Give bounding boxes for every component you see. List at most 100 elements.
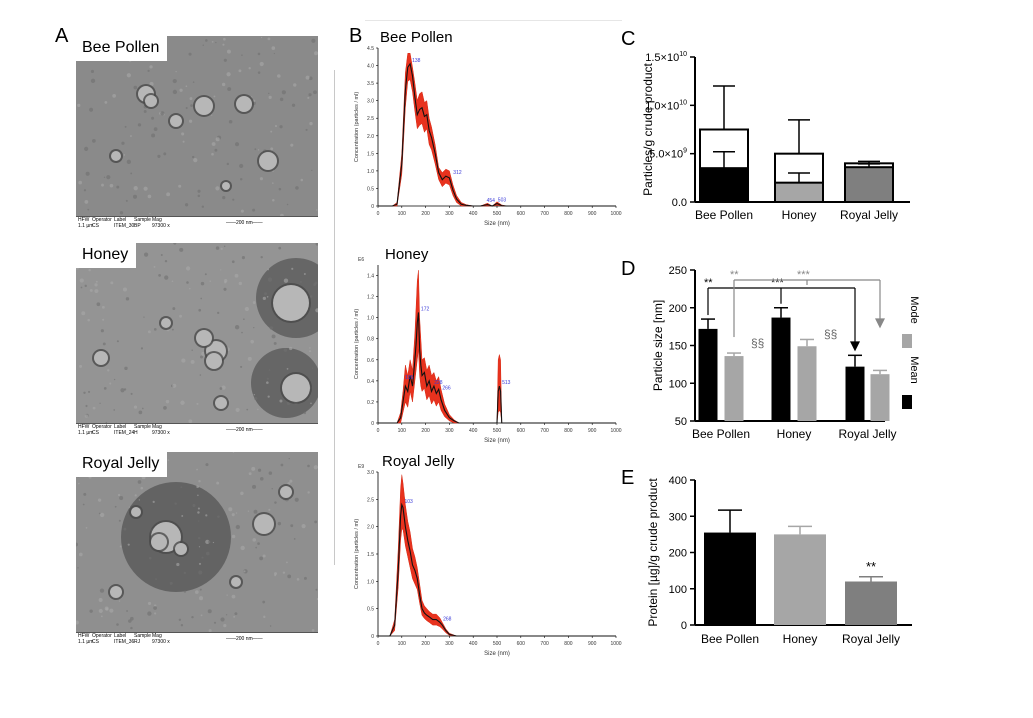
speckle xyxy=(228,507,233,512)
error-band xyxy=(378,53,616,207)
speckle xyxy=(76,620,79,625)
speckle xyxy=(293,537,296,540)
speckle xyxy=(291,103,296,107)
bar xyxy=(845,581,897,625)
speckle xyxy=(191,349,193,351)
y-tick-label: 0.8 xyxy=(367,337,374,343)
speckle xyxy=(84,284,87,288)
x-tick-label: 400 xyxy=(469,641,478,647)
tem-info-field: Label ITEM_36 xyxy=(114,633,135,645)
speckle xyxy=(180,400,185,405)
speckle xyxy=(197,520,200,522)
panel-letter-c: C xyxy=(621,28,636,50)
speckle xyxy=(262,600,266,604)
speckle xyxy=(280,463,284,467)
speckle xyxy=(172,307,176,310)
chart-protein: 0 100 200 300 400 Protein [µg]/g crude produc… xyxy=(646,475,912,646)
scale-bar-label: ——200 nm—— xyxy=(226,636,263,642)
speckle xyxy=(188,52,192,56)
speckle xyxy=(137,480,142,484)
speckle xyxy=(149,212,151,215)
speckle xyxy=(277,74,281,78)
speckle xyxy=(268,471,273,475)
speckle xyxy=(179,247,184,252)
x-tick-label: Honey xyxy=(777,427,812,441)
speckle xyxy=(295,186,299,190)
speckle xyxy=(202,44,204,46)
speckle xyxy=(181,358,186,363)
bar xyxy=(724,356,744,421)
speckle xyxy=(182,140,185,143)
speckle xyxy=(85,526,88,529)
micrograph-background xyxy=(76,36,318,229)
speckle xyxy=(314,520,318,524)
speckle xyxy=(239,177,243,181)
speckle xyxy=(263,615,266,619)
speckle xyxy=(84,146,89,151)
speckle xyxy=(253,509,258,514)
speckle xyxy=(130,626,133,630)
speckle xyxy=(200,281,205,286)
speckle xyxy=(314,281,318,285)
speckle xyxy=(103,176,106,178)
y-tick-label: 200 xyxy=(669,548,687,560)
speckle xyxy=(309,350,312,353)
speckle xyxy=(87,208,90,211)
speckle xyxy=(316,597,318,601)
speckle xyxy=(289,479,293,483)
y-tick-label: 0 xyxy=(371,204,374,210)
speckle xyxy=(228,399,230,401)
speckle xyxy=(130,172,133,175)
y-tick-label: 1.5 xyxy=(367,552,374,558)
x-tick-label: Honey xyxy=(782,208,817,222)
speckle xyxy=(172,78,177,84)
panel-letter-b: B xyxy=(349,25,363,47)
arrow-head xyxy=(850,341,860,352)
x-tick-label: 100 xyxy=(398,641,407,647)
speckle xyxy=(178,618,182,622)
x-tick-label: 0 xyxy=(377,641,380,647)
speckle xyxy=(143,252,149,257)
speckle xyxy=(130,616,134,621)
tem-image-royal-jelly: Royal Jelly HFW 1.1 µm Operator CS Label ITEM… xyxy=(76,452,318,645)
speckle xyxy=(313,465,318,470)
speckle xyxy=(160,254,163,257)
speckle xyxy=(189,97,193,101)
speckle xyxy=(79,364,83,368)
x-tick-label: 600 xyxy=(517,211,526,217)
speckle xyxy=(90,78,96,83)
y-tick-label: 3.5 xyxy=(367,81,374,87)
speckle xyxy=(250,339,254,344)
speckle xyxy=(251,466,256,471)
speckle xyxy=(197,194,201,198)
vesicle xyxy=(175,543,187,555)
speckle xyxy=(102,318,105,321)
speckle xyxy=(259,61,264,67)
speckle xyxy=(309,121,313,126)
x-tick-label: 0 xyxy=(377,428,380,434)
peak-label: 172 xyxy=(421,306,430,312)
speckle xyxy=(185,107,188,110)
speckle xyxy=(235,524,240,530)
tem-image-label: Bee Pollen xyxy=(76,36,168,61)
speckle xyxy=(220,617,225,622)
speckle xyxy=(175,71,177,73)
vesicle xyxy=(273,285,309,321)
speckle xyxy=(102,342,106,346)
speckle xyxy=(103,386,107,390)
bar xyxy=(774,534,826,625)
y-tick-label: 0.5 xyxy=(367,186,374,192)
peak-label: 105 xyxy=(405,375,414,381)
micrograph-texture xyxy=(76,243,318,436)
speckle xyxy=(121,141,125,145)
x-axis-label: Size (nm) xyxy=(484,651,510,657)
speckle xyxy=(196,402,199,405)
speckle xyxy=(117,493,121,497)
x-tick-label: Royal Jelly xyxy=(840,208,898,222)
speckle xyxy=(116,623,119,626)
vesicle xyxy=(282,374,310,402)
speckle xyxy=(205,39,208,42)
tem-info-field: Mag 97300 x xyxy=(152,424,170,436)
y-tick-label: 0.6 xyxy=(367,358,374,364)
speckle xyxy=(99,588,105,593)
